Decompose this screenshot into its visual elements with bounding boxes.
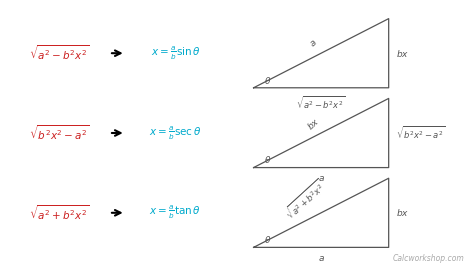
Text: Calcworkshop.com: Calcworkshop.com <box>393 254 465 263</box>
Text: $bx$: $bx$ <box>304 115 321 132</box>
Text: $a$: $a$ <box>308 38 319 49</box>
Text: $\theta$: $\theta$ <box>264 75 271 86</box>
Text: $\theta$: $\theta$ <box>264 234 271 245</box>
Text: $\sqrt{a^2+b^2x^2}$: $\sqrt{a^2+b^2x^2}$ <box>282 177 330 223</box>
Text: $bx$: $bx$ <box>396 207 409 218</box>
Text: $\sqrt{a^2-b^2x^2}$: $\sqrt{a^2-b^2x^2}$ <box>29 44 90 62</box>
Text: $\sqrt{b^2x^2-a^2}$: $\sqrt{b^2x^2-a^2}$ <box>29 124 90 142</box>
Text: $\sqrt{a^2+b^2x^2}$: $\sqrt{a^2+b^2x^2}$ <box>29 204 90 222</box>
Text: $a$: $a$ <box>318 254 325 263</box>
Text: $a$: $a$ <box>318 174 325 183</box>
Text: $x=\frac{a}{b}\tan\theta$: $x=\frac{a}{b}\tan\theta$ <box>149 204 201 221</box>
Text: $x=\frac{a}{b}\sin\theta$: $x=\frac{a}{b}\sin\theta$ <box>151 45 200 62</box>
Text: $\sqrt{b^2x^2-a^2}$: $\sqrt{b^2x^2-a^2}$ <box>396 124 445 142</box>
Text: $\theta$: $\theta$ <box>264 155 271 165</box>
Text: $bx$: $bx$ <box>396 48 409 59</box>
Text: $x=\frac{a}{b}\sec\theta$: $x=\frac{a}{b}\sec\theta$ <box>149 124 201 142</box>
Text: $\sqrt{a^2-b^2x^2}$: $\sqrt{a^2-b^2x^2}$ <box>297 94 346 112</box>
